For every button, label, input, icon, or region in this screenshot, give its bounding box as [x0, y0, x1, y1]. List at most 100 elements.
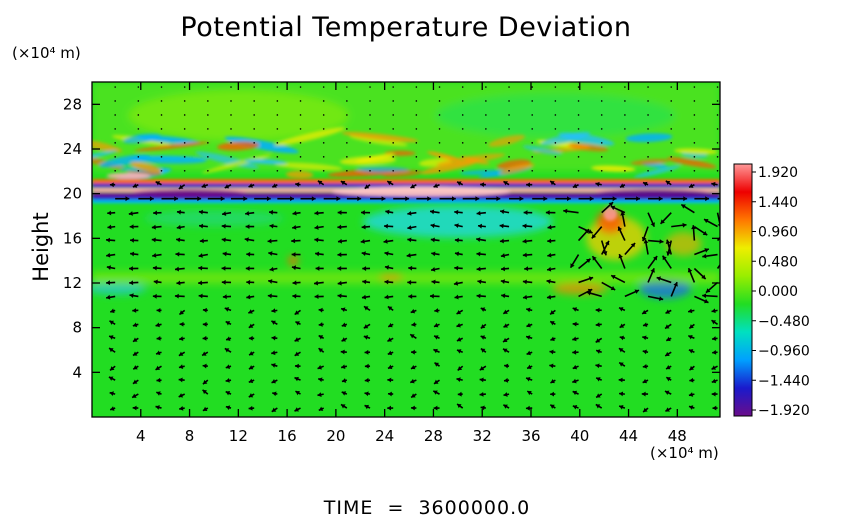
vector-arrowhead	[454, 223, 459, 229]
vector-arrow	[207, 142, 209, 144]
vector-arrow	[230, 169, 232, 172]
vector-arrowhead	[340, 181, 346, 186]
vector-arrowhead	[268, 279, 273, 284]
vector-arrowhead	[133, 365, 138, 370]
x-tick-label: 44	[619, 427, 638, 445]
vector-arrow	[577, 100, 580, 102]
vector-arrowhead	[610, 205, 616, 211]
vector-arrowhead	[337, 224, 342, 230]
vector-arrowhead	[156, 335, 161, 341]
vector-arrowhead	[174, 196, 179, 202]
vector-arrowhead	[479, 366, 485, 371]
vector-arrow	[415, 169, 418, 172]
vector-arrowhead	[687, 268, 693, 273]
vector-arrow	[276, 86, 279, 88]
vector-arrowhead	[156, 391, 161, 396]
vector-arrow	[230, 86, 232, 88]
vector-arrow	[299, 114, 302, 116]
vector-arrowhead	[526, 350, 531, 356]
vector-arrowhead	[688, 334, 693, 340]
vector-arrowhead	[315, 251, 320, 257]
vector-arrowhead	[221, 265, 226, 271]
x-tick-label: 32	[473, 427, 492, 445]
colorbar-tick-label: 0.960	[758, 225, 798, 241]
vector-arrowhead	[434, 308, 439, 313]
vector-arrow	[670, 114, 673, 116]
vector-arrow	[624, 142, 626, 144]
warm-anomaly	[551, 282, 608, 295]
vector-arrowhead	[132, 183, 138, 188]
vector-arrowhead	[271, 363, 276, 368]
vector-arrowhead	[268, 251, 273, 256]
vector-arrowhead	[387, 364, 393, 370]
vector-arrowhead	[526, 307, 531, 313]
vector-arrow	[508, 128, 510, 130]
vector-arrowhead	[682, 222, 687, 228]
vector-arrowhead	[702, 253, 707, 259]
layered-band	[92, 183, 720, 188]
vector-arrow	[670, 142, 673, 144]
vector-arrowhead	[549, 349, 554, 355]
vector-arrow	[253, 86, 255, 88]
cold-anomaly	[143, 210, 284, 227]
vector-arrowhead	[362, 279, 367, 285]
vector-arrowhead	[454, 265, 459, 271]
vector-arrowhead	[179, 310, 184, 315]
vector-arrowhead	[618, 348, 624, 353]
vector-arrow	[716, 100, 719, 102]
vector-arrowhead	[292, 224, 297, 230]
vector-arrow	[577, 169, 580, 172]
vector-arrowhead	[407, 225, 412, 230]
vector-arrow	[346, 128, 348, 130]
vector-arrowhead	[363, 335, 369, 340]
warm-anomaly	[288, 255, 299, 266]
vector-arrowhead	[642, 378, 648, 384]
vector-arrowhead	[643, 181, 648, 187]
vector-arrowhead	[153, 210, 158, 216]
vector-arrowhead	[550, 378, 555, 384]
vector-arrowhead	[612, 196, 617, 202]
vector-arrow	[624, 156, 626, 158]
vector-arrow	[137, 169, 140, 172]
vector-arrowhead	[592, 256, 597, 261]
vector-arrowhead	[249, 351, 254, 356]
vector-arrowhead	[608, 202, 614, 207]
vector-arrow	[647, 169, 649, 172]
vector-arrowhead	[267, 293, 272, 299]
vector-arrowhead	[106, 280, 111, 286]
vector-arrowhead	[689, 377, 694, 383]
vector-arrowhead	[314, 294, 319, 299]
vector-arrowhead	[295, 182, 300, 187]
vector-arrow	[693, 142, 696, 144]
vector-arrowhead	[550, 310, 555, 315]
vector-arrowhead	[318, 335, 324, 340]
vector-arrowhead	[453, 281, 459, 286]
vector-arrow	[415, 128, 418, 130]
y-tick-label: 4	[72, 363, 82, 381]
vector-arrowhead	[596, 377, 601, 382]
vector-arrowhead	[665, 309, 670, 314]
vector-arrowhead	[689, 183, 694, 188]
vector-arrow	[299, 169, 302, 172]
vector-arrow	[276, 114, 279, 116]
vector-arrow	[485, 114, 487, 116]
vector-arrow	[716, 86, 719, 88]
vector-arrowhead	[591, 233, 597, 239]
vector-arrowhead	[499, 223, 504, 229]
vector-arrowhead	[620, 211, 626, 216]
vector-arrowhead	[689, 365, 694, 371]
vector-arrow	[253, 169, 255, 172]
band-patch	[331, 186, 512, 197]
vector-arrowhead	[248, 393, 254, 398]
vector-arrowhead	[387, 337, 392, 342]
vector-arrow	[230, 142, 232, 144]
vector-arrowhead	[659, 239, 664, 244]
vector-arrow	[600, 86, 603, 88]
vector-arrowhead	[712, 405, 717, 411]
vector-arrow	[554, 114, 557, 116]
vector-arrowhead	[602, 251, 608, 256]
vector-arrow	[461, 169, 464, 172]
vector-arrowhead	[248, 309, 253, 314]
vector-arrowhead	[525, 405, 530, 411]
vector-arrowhead	[500, 279, 506, 284]
